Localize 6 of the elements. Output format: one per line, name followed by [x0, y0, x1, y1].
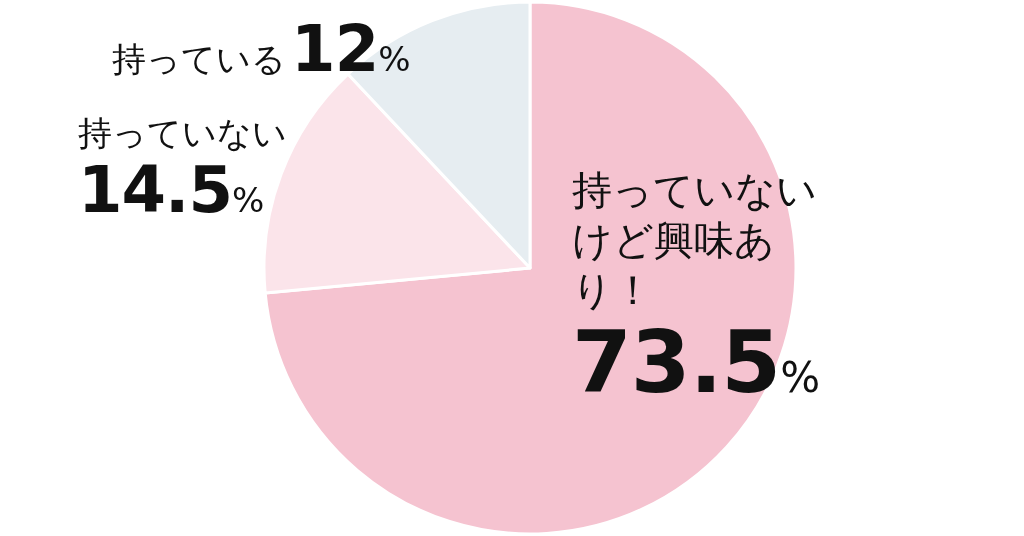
slice-label: 持っていないけど興味あり！	[572, 167, 817, 313]
data-label: 14.5%	[78, 152, 264, 227]
data-label: 12%	[291, 12, 410, 86]
slice-label: 持っていない	[78, 113, 287, 153]
slice-label: 持っている	[112, 39, 286, 79]
data-label: 73.5%	[572, 312, 820, 412]
